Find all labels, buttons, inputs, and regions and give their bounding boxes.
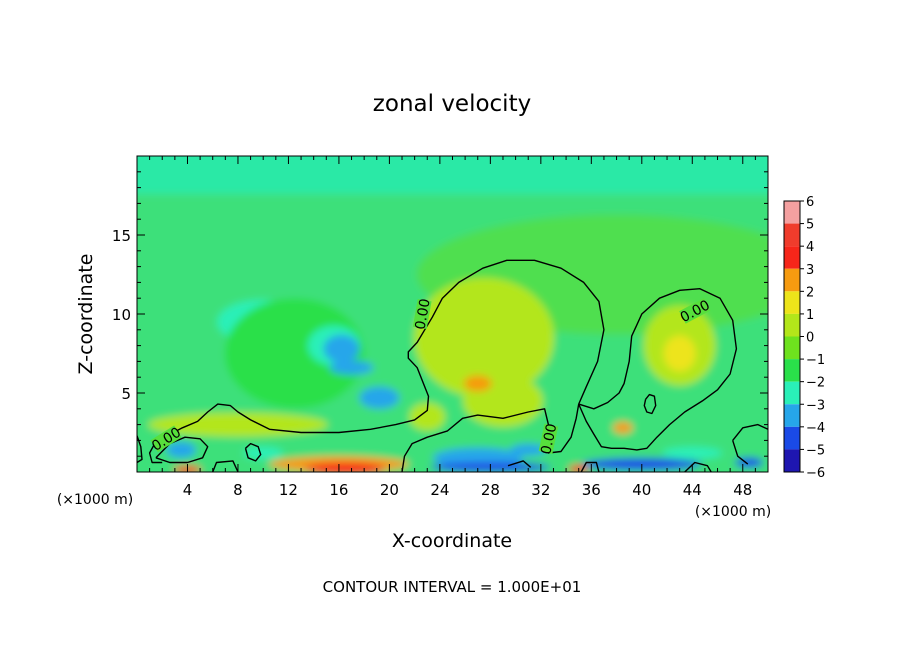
x-tick-label: 12	[279, 481, 298, 499]
x-tick-label: 32	[531, 481, 550, 499]
y-tick-label: 15	[112, 227, 131, 245]
field-upper-band	[137, 156, 768, 194]
colorbar-swatch	[784, 268, 800, 292]
field-blob	[463, 375, 492, 392]
colorbar-label: −1	[806, 353, 825, 368]
x-tick-label: 48	[733, 481, 752, 499]
zero-contour-line	[148, 259, 605, 472]
field-blob	[662, 447, 723, 460]
x-tick-label: 4	[183, 481, 193, 499]
field-blob	[663, 335, 696, 372]
contour-label-mask	[538, 423, 559, 454]
colorbar: 6 5 4 3 2 1 0 −1 −2 −3 −4 −5 −6	[783, 195, 825, 481]
colorbar-label: −5	[806, 443, 825, 458]
field-blob	[359, 386, 400, 409]
plot-area: 0.00 0.000.00 0.00	[137, 156, 768, 472]
x-tick-label: 8	[233, 481, 243, 499]
zero-contour-line	[684, 461, 712, 472]
y-axis: 5 10 15	[112, 171, 768, 457]
colorbar-label: −3	[806, 398, 825, 413]
x-tick-label: 44	[683, 481, 702, 499]
field-blob	[166, 441, 197, 458]
colorbar-swatch	[784, 426, 800, 450]
colorbar-swatch	[784, 313, 800, 337]
zero-contour-line	[244, 442, 262, 462]
colorbar-label: 2	[806, 285, 814, 300]
colorbar-swatch	[784, 359, 800, 382]
field-blob	[735, 457, 764, 468]
contour-interval-footer: CONTOUR INTERVAL = 1.000E+01	[323, 578, 582, 596]
colorbar-label: 3	[806, 263, 814, 278]
contour-label: 0.00	[413, 297, 434, 330]
colorbar-swatch	[784, 449, 800, 472]
colorbar-swatch	[784, 381, 800, 405]
y-tick-label: 5	[121, 385, 131, 403]
colorbar-label: −4	[806, 421, 825, 436]
zero-contour-line	[732, 423, 768, 441]
contour-label-mask	[150, 425, 182, 453]
zero-contour-line	[212, 460, 239, 472]
field-blob	[305, 462, 386, 472]
field-blob	[414, 277, 555, 398]
x-tick-label: 28	[481, 481, 500, 499]
zero-contour-line	[578, 288, 738, 451]
field-blob	[612, 421, 633, 434]
colorbar-swatch	[784, 404, 800, 427]
colorbar-label: 5	[806, 218, 814, 233]
colorbar-label: 4	[806, 240, 814, 255]
colorbar-label: −2	[806, 376, 825, 391]
contour-label-mask	[679, 298, 711, 324]
contour-label-mask	[412, 298, 432, 330]
colorbar-label: 1	[806, 308, 814, 323]
colorbar-swatch	[784, 291, 800, 314]
zero-contour-line	[580, 461, 600, 472]
zero-contour-line	[507, 460, 532, 468]
field-blob	[329, 360, 374, 375]
colorbar-swatch	[784, 201, 800, 224]
colorbar-label: 6	[806, 195, 814, 210]
x-tick-label: 20	[380, 481, 399, 499]
colorbar-swatch	[784, 246, 800, 269]
contour-label: 0.00	[538, 422, 560, 456]
field-blob	[409, 402, 446, 431]
colorbar-label: −6	[806, 466, 825, 481]
x-tick-label: 40	[632, 481, 651, 499]
x-tick-label: 36	[582, 481, 601, 499]
x-unit-label-left: (×1000 m)	[57, 492, 133, 508]
x-axis: 4 8 12 16 20 24 28 32 36 40 44 48	[149, 156, 756, 499]
y-axis-label: Z-coordinate	[75, 254, 97, 375]
zero-contour-line	[137, 435, 143, 464]
x-tick-label: 16	[329, 481, 348, 499]
velocity-field	[137, 156, 768, 472]
zero-contour-line	[732, 440, 749, 465]
y-tick-label: 10	[112, 306, 131, 324]
zero-contour-line	[643, 393, 657, 415]
x-unit-label-right: (×1000 m)	[695, 504, 771, 520]
x-tick-label: 24	[430, 481, 449, 499]
field-blob	[510, 443, 547, 456]
chart-title: zonal velocity	[373, 91, 531, 117]
colorbar-swatch	[784, 223, 800, 247]
colorbar-swatch	[784, 336, 800, 360]
field-blob	[243, 447, 284, 460]
x-axis-label: X-coordinate	[392, 530, 512, 552]
colorbar-label: 0	[806, 331, 814, 346]
field-blob	[323, 334, 360, 363]
